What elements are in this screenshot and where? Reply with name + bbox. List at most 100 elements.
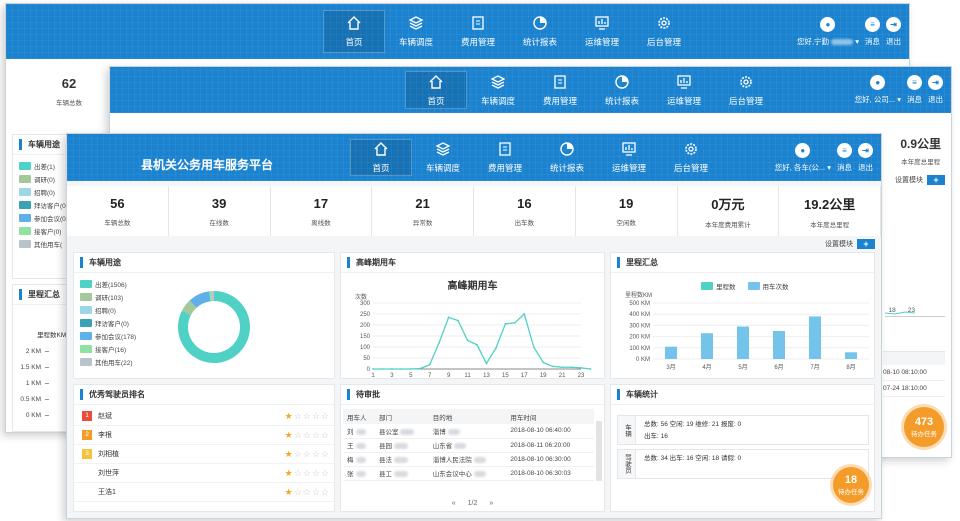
nav-ops[interactable]: 运维管理 [653, 67, 715, 113]
messages-button[interactable]: ≡ 消息 [907, 75, 922, 105]
table-row[interactable]: 张 县工 山东会议中心 2018-08-10 06:30:03 [343, 466, 594, 481]
bar[interactable] [845, 352, 857, 359]
nav-label: 后台管理 [646, 37, 681, 47]
x-tick-label: 9 [447, 373, 451, 379]
legend-label: 参加会议(0 [34, 215, 66, 223]
legend-label: 出差(1) [34, 163, 55, 171]
y-tick: 1.5 KM [17, 359, 49, 375]
prev-page[interactable]: « [451, 500, 456, 507]
stat-value: 19.2公里 [803, 196, 856, 212]
dept-cell: 县公室 [374, 424, 429, 439]
messages-label: 消息 [907, 95, 922, 104]
dest-cell: 淄博人民法院 [428, 452, 507, 467]
stats-bar: 56 车辆总数 39 在线数 17 离线数 21 异常数 16 出车数 19 空闲数 0万元 本年度费用累… [67, 186, 881, 236]
layers-icon [490, 74, 506, 89]
nav-ops[interactable]: 运维管理 [571, 4, 633, 59]
legend-label: 接客户(16) [95, 346, 127, 354]
bar[interactable] [737, 326, 749, 359]
plus-icon: + [857, 239, 875, 249]
y-tick-label: 1.5 KM [20, 363, 41, 371]
nav-home[interactable]: 首页 [350, 139, 412, 176]
stat-label: 离线数 [311, 219, 331, 227]
bar[interactable] [773, 331, 785, 359]
nav-admin[interactable]: 后台管理 [715, 67, 777, 113]
data-point [523, 313, 526, 315]
nav-home[interactable]: 首页 [405, 71, 467, 109]
nav-dispatch[interactable]: 车辆调度 [385, 4, 447, 59]
data-point [561, 366, 563, 369]
legend-swatch [80, 318, 92, 327]
panel-title: 里程汇总 [611, 253, 874, 273]
nav-dispatch[interactable]: 车辆调度 [412, 134, 474, 181]
next-page[interactable]: » [489, 500, 494, 507]
pager: « 1/2 » [341, 500, 604, 507]
table-row[interactable]: 梅 县法 淄博人民法院 2018-08-10 06:30:00 [343, 452, 594, 467]
mid-header: 首页 车辆调度 费用管理 统计报表 运维管理 后台管理 ● 您好, 公司... ▾… [110, 67, 951, 113]
nav-ops[interactable]: 运维管理 [598, 134, 660, 181]
user-menu[interactable]: ● 您好, 各车(公... ▾ [775, 142, 831, 173]
nav-admin[interactable]: 后台管理 [660, 134, 722, 181]
dest-cell: 山东省 [428, 438, 507, 453]
greeting: 您好, [854, 95, 872, 104]
logout-button[interactable]: ⇥ 退出 [858, 142, 873, 173]
monitor-chart-icon [622, 142, 636, 156]
rank-badge: 1 [82, 411, 92, 421]
data-point [580, 367, 582, 369]
star-rating: ★☆☆☆☆ [284, 410, 330, 421]
nav-report[interactable]: 统计报表 [509, 4, 571, 59]
messages-button[interactable]: ≡ 消息 [865, 16, 880, 47]
nav-report[interactable]: 统计报表 [536, 134, 598, 181]
donut-slice[interactable] [178, 291, 250, 363]
setting-label: 设置模块 [825, 241, 853, 248]
user-menu[interactable]: ● 您好, 公司... ▾ [855, 75, 901, 105]
badge-count: 473 [914, 416, 934, 428]
bar[interactable] [809, 316, 821, 359]
nav-report[interactable]: 统计报表 [591, 67, 653, 113]
pending-tasks-badge[interactable]: 18 待办任务 [833, 467, 869, 503]
driver-rank-row[interactable]: 王浩1 ★☆☆☆☆ [74, 483, 334, 502]
driver-name: 王浩1 [98, 489, 116, 496]
bar[interactable] [701, 333, 713, 359]
stat-value: 39 [211, 195, 227, 211]
time-cell: 2018-08-10 06:30:03 [506, 466, 594, 481]
setting-button[interactable]: 设置模块 + [895, 175, 945, 185]
vehicle-stats-panel: 车辆统计 车辆 总数: 56 空闲: 19 维修: 21 报废: 0 出车: 1… [610, 384, 875, 512]
legend-swatch [19, 174, 31, 183]
legend-mileage: 里程数 [701, 279, 736, 292]
user-menu[interactable]: ● 您好,宁勤 ▾ [797, 16, 859, 47]
donut-slice[interactable] [189, 291, 211, 309]
logout-icon: ⇥ [886, 16, 901, 32]
logout-button[interactable]: ⇥ 退出 [886, 16, 901, 47]
scrollbar[interactable] [596, 421, 602, 481]
messages-button[interactable]: ≡ 消息 [837, 142, 852, 173]
nav-expense[interactable]: 费用管理 [529, 67, 591, 113]
legend-label: 招聘(0) [34, 189, 55, 197]
nav-expense[interactable]: 费用管理 [474, 134, 536, 181]
nav-label: 后台管理 [728, 95, 763, 106]
donut-slice[interactable] [181, 300, 197, 316]
setting-button[interactable]: 设置模块 + [825, 239, 875, 249]
nav-admin[interactable]: 后台管理 [633, 4, 695, 59]
y-tick-label: 250 [360, 312, 371, 318]
stat-label: 本年度费用累计 [705, 221, 751, 229]
nav-home[interactable]: 首页 [323, 10, 385, 53]
panel-title: 待审批 [341, 385, 604, 405]
nav-label: 车辆调度 [480, 95, 515, 106]
logout-button[interactable]: ⇥ 退出 [928, 75, 943, 105]
legend-label: 调研(103) [95, 294, 124, 302]
bar[interactable] [665, 346, 677, 359]
driver-rank-row[interactable]: 2 李根 ★☆☆☆☆ [74, 426, 334, 445]
driver-name: 刘世萍 [98, 470, 119, 477]
logout-icon: ⇥ [858, 142, 873, 158]
nav-label: 首页 [345, 37, 363, 47]
y-tick: 0.5 KM [17, 391, 49, 407]
driver-rank-row[interactable]: 刘世萍 ★☆☆☆☆ [74, 464, 334, 483]
table-row[interactable]: 刘 县公室 淄博 2018-08-10 06:40:00 [343, 424, 594, 439]
driver-rank-row[interactable]: 1 赵斌 ★☆☆☆☆ [74, 407, 334, 426]
table-row[interactable]: 王 县园 山东省 2018-08-11 06:20:00 [343, 438, 594, 453]
driver-rank-row[interactable]: 3 刘相植 ★☆☆☆☆ [74, 445, 334, 464]
pending-tasks-badge[interactable]: 473 待办任务 [904, 407, 944, 447]
nav-dispatch[interactable]: 车辆调度 [467, 67, 529, 113]
legend-swatch [80, 331, 92, 340]
nav-expense[interactable]: 费用管理 [447, 4, 509, 59]
